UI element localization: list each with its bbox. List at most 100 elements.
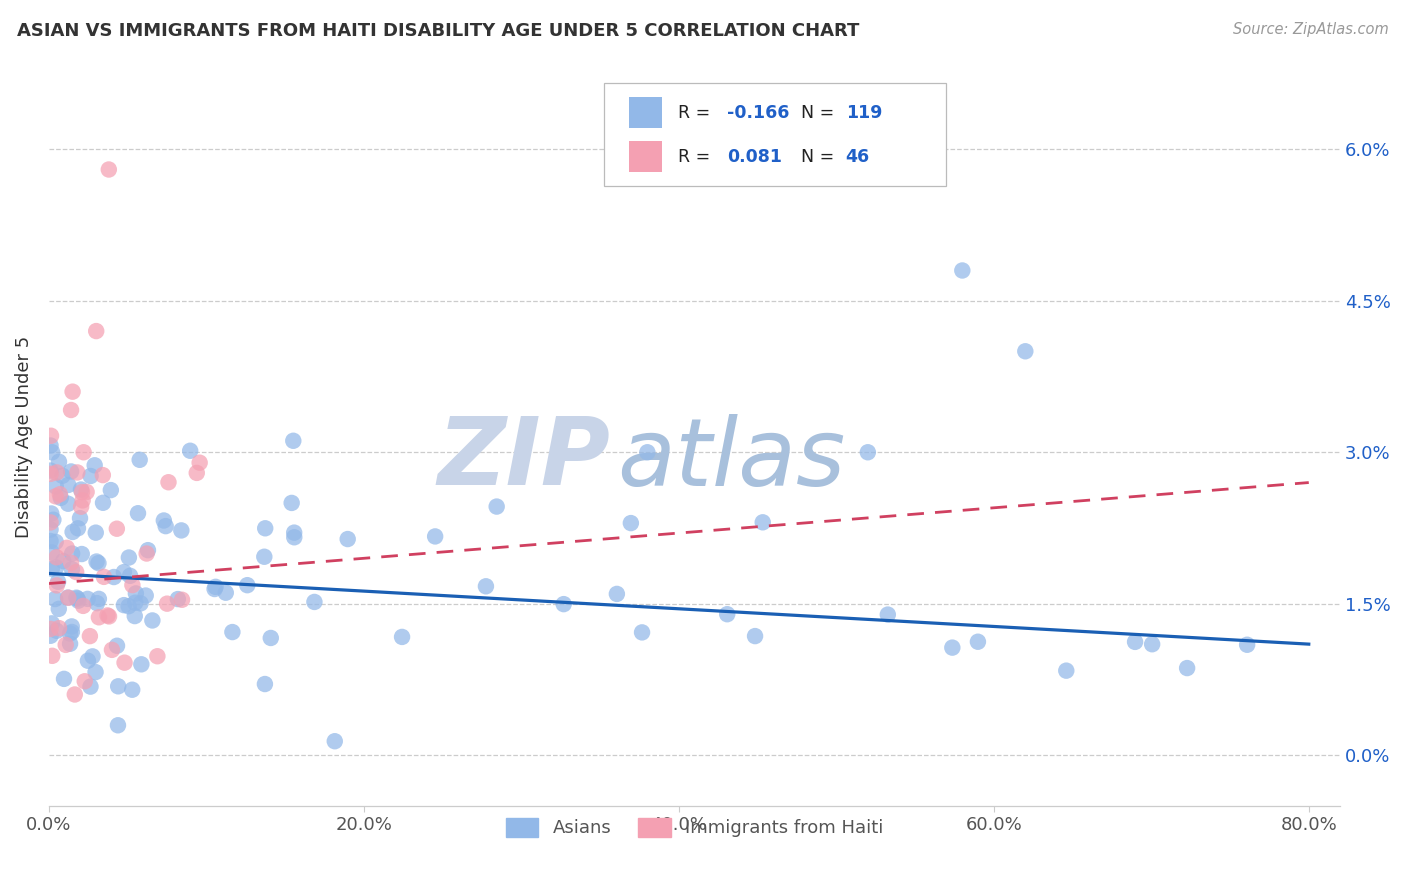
Point bbox=[72, 599, 94, 613]
Point bbox=[135, 589, 157, 603]
Point bbox=[42, 513, 65, 527]
Text: -0.166: -0.166 bbox=[727, 103, 789, 122]
Text: N =: N = bbox=[800, 148, 839, 166]
Point bbox=[856, 445, 879, 459]
Point bbox=[876, 607, 898, 622]
Point bbox=[744, 629, 766, 643]
Point bbox=[60, 403, 83, 417]
Point bbox=[128, 452, 150, 467]
Point bbox=[79, 469, 101, 483]
Point bbox=[41, 648, 63, 663]
Point bbox=[79, 629, 101, 643]
Point bbox=[475, 579, 498, 593]
Point bbox=[124, 609, 146, 624]
Point bbox=[39, 629, 62, 643]
Point bbox=[45, 560, 67, 574]
Point bbox=[1236, 638, 1258, 652]
Point bbox=[45, 550, 67, 565]
Point bbox=[76, 485, 98, 500]
Point bbox=[70, 547, 93, 561]
Point bbox=[79, 680, 101, 694]
Point bbox=[87, 610, 110, 624]
Point bbox=[86, 596, 108, 610]
Point bbox=[131, 657, 153, 672]
Point bbox=[72, 493, 94, 508]
Legend: Asians, Immigrants from Haiti: Asians, Immigrants from Haiti bbox=[498, 811, 891, 845]
Point bbox=[157, 475, 180, 490]
Text: ASIAN VS IMMIGRANTS FROM HAITI DISABILITY AGE UNDER 5 CORRELATION CHART: ASIAN VS IMMIGRANTS FROM HAITI DISABILIT… bbox=[17, 22, 859, 40]
Point bbox=[41, 562, 63, 576]
Text: N =: N = bbox=[800, 103, 839, 122]
Point bbox=[45, 578, 67, 592]
Point bbox=[60, 562, 83, 576]
Point bbox=[39, 523, 62, 537]
Point bbox=[62, 384, 84, 399]
Point bbox=[221, 625, 243, 640]
Point bbox=[1175, 661, 1198, 675]
Point bbox=[100, 483, 122, 497]
Point bbox=[62, 524, 84, 539]
Point bbox=[45, 466, 67, 480]
Point bbox=[83, 458, 105, 473]
Point bbox=[967, 634, 990, 648]
Point bbox=[59, 626, 82, 640]
Point bbox=[60, 556, 83, 570]
Point bbox=[69, 511, 91, 525]
Point bbox=[58, 591, 80, 605]
Point bbox=[39, 507, 62, 521]
Point bbox=[1123, 635, 1146, 649]
Point bbox=[170, 524, 193, 538]
Point bbox=[59, 637, 82, 651]
Point bbox=[45, 624, 67, 638]
Point bbox=[70, 483, 93, 497]
Point bbox=[49, 491, 72, 505]
Point bbox=[67, 593, 90, 607]
Text: atlas: atlas bbox=[617, 414, 845, 505]
Point bbox=[120, 569, 142, 583]
Point bbox=[146, 649, 169, 664]
Point bbox=[97, 162, 120, 177]
Point bbox=[114, 656, 136, 670]
Point bbox=[70, 485, 93, 500]
Point bbox=[52, 554, 75, 568]
Point bbox=[215, 585, 238, 599]
Point bbox=[631, 625, 654, 640]
Point bbox=[253, 677, 276, 691]
Point bbox=[77, 654, 100, 668]
Point bbox=[39, 622, 62, 636]
Point bbox=[186, 466, 208, 480]
Point bbox=[49, 487, 72, 501]
Point bbox=[39, 429, 62, 443]
Point bbox=[66, 466, 89, 480]
Text: R =: R = bbox=[678, 103, 716, 122]
Point bbox=[84, 665, 107, 679]
Point bbox=[204, 580, 226, 594]
Point bbox=[179, 443, 201, 458]
Point bbox=[391, 630, 413, 644]
Point bbox=[280, 496, 302, 510]
Point bbox=[236, 578, 259, 592]
Point bbox=[304, 595, 326, 609]
Point bbox=[48, 621, 70, 635]
Point bbox=[48, 602, 70, 616]
Point bbox=[253, 549, 276, 564]
Point bbox=[118, 550, 141, 565]
Point bbox=[124, 596, 146, 610]
Point bbox=[204, 582, 226, 596]
Point bbox=[423, 529, 446, 543]
Point bbox=[254, 521, 277, 535]
Point bbox=[336, 532, 359, 546]
Point bbox=[751, 516, 773, 530]
Text: 46: 46 bbox=[845, 148, 870, 166]
Point bbox=[87, 556, 110, 570]
Text: Source: ZipAtlas.com: Source: ZipAtlas.com bbox=[1233, 22, 1389, 37]
Point bbox=[155, 519, 177, 533]
Point bbox=[125, 586, 148, 600]
Point bbox=[716, 607, 738, 622]
Point bbox=[103, 570, 125, 584]
Point bbox=[121, 682, 143, 697]
Point bbox=[46, 574, 69, 589]
Point bbox=[55, 638, 77, 652]
Point bbox=[283, 434, 305, 448]
Point bbox=[58, 478, 80, 492]
